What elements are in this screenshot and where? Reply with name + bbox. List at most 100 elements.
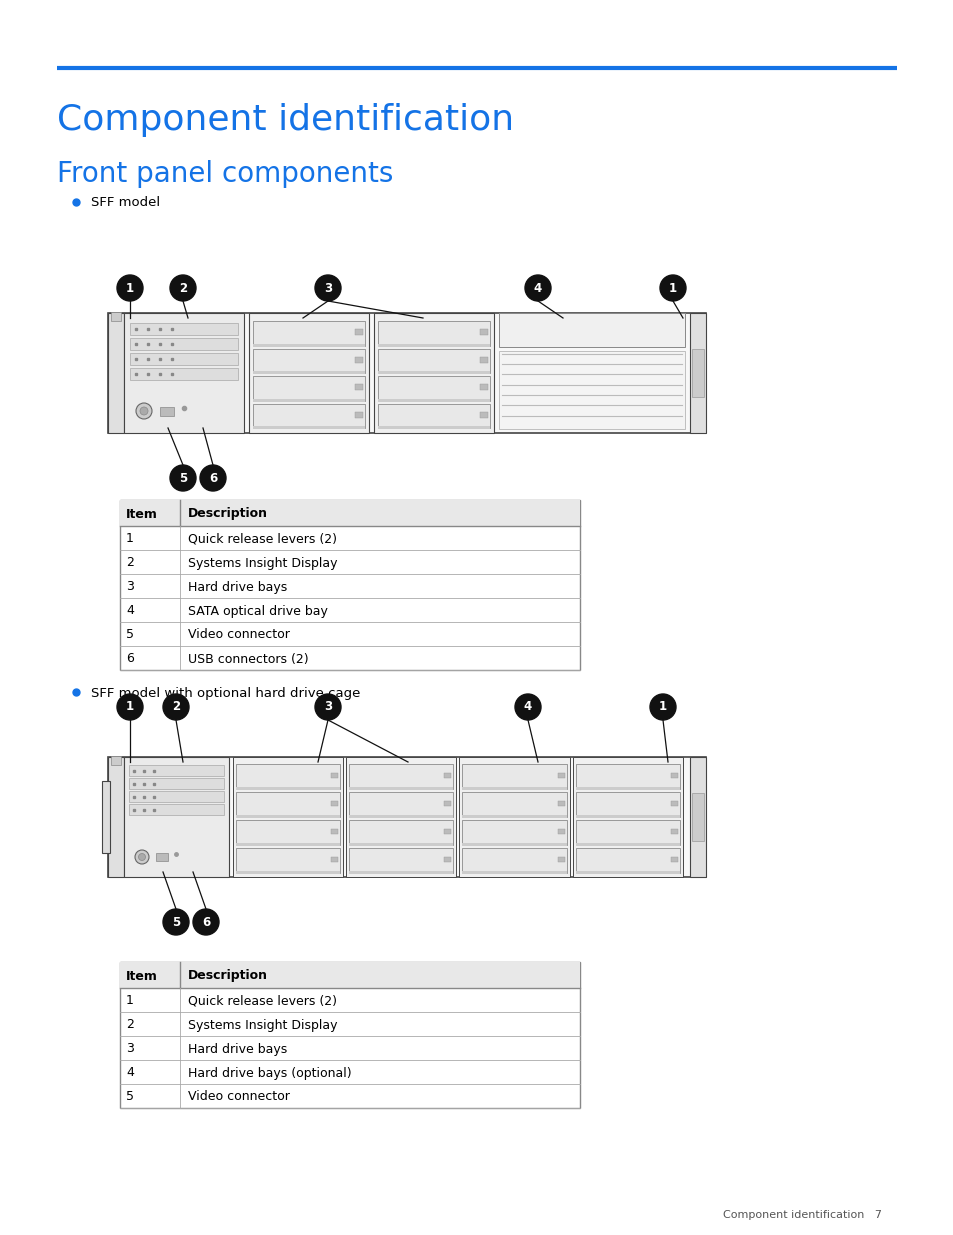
Bar [444, 829, 451, 834]
Bar [444, 800, 451, 805]
Text: Hard drive bays: Hard drive bays [188, 580, 287, 594]
Bar [331, 773, 338, 778]
Text: 3: 3 [324, 282, 332, 294]
Bar [235, 792, 340, 818]
Bar [130, 338, 237, 350]
Bar [355, 411, 363, 417]
Bar [576, 871, 679, 874]
Bar [253, 370, 365, 374]
Bar [349, 844, 453, 846]
Text: 5: 5 [178, 472, 187, 484]
Bar [253, 404, 365, 429]
Bar [462, 871, 566, 874]
Bar [355, 357, 363, 363]
Text: 6: 6 [209, 472, 217, 484]
Circle shape [314, 694, 340, 720]
Bar [444, 857, 451, 862]
Bar [572, 757, 682, 877]
Bar [235, 844, 340, 846]
Bar [235, 815, 340, 818]
Bar [479, 330, 488, 335]
Bar [576, 844, 679, 846]
Bar [670, 800, 678, 805]
Bar [253, 321, 365, 346]
Bar [235, 820, 340, 845]
Bar [689, 312, 705, 433]
Text: 5: 5 [172, 915, 180, 929]
Bar [235, 848, 340, 873]
Text: 2: 2 [126, 1019, 133, 1031]
Circle shape [515, 694, 540, 720]
Bar [349, 871, 453, 874]
Text: 4: 4 [534, 282, 541, 294]
Bar [670, 857, 678, 862]
Bar [377, 370, 490, 374]
Bar [120, 500, 579, 671]
Bar [253, 348, 365, 373]
Text: 2: 2 [172, 700, 180, 714]
Bar [462, 764, 566, 789]
Circle shape [170, 275, 195, 301]
Text: USB connectors (2): USB connectors (2) [188, 652, 309, 666]
Bar [349, 792, 453, 818]
Bar [377, 321, 490, 346]
Bar [377, 399, 490, 401]
Circle shape [659, 275, 685, 301]
Text: 4: 4 [523, 700, 532, 714]
Bar [444, 773, 451, 778]
Text: Item: Item [126, 508, 157, 520]
Circle shape [193, 909, 219, 935]
Text: SFF model with optional hard drive cage: SFF model with optional hard drive cage [91, 687, 360, 699]
Bar [102, 781, 110, 853]
Bar [130, 324, 237, 335]
Bar [124, 312, 244, 433]
Bar [249, 312, 369, 433]
Bar [576, 815, 679, 818]
Bar [253, 399, 365, 401]
Bar [558, 829, 564, 834]
Text: 3: 3 [126, 1042, 133, 1056]
Bar [479, 411, 488, 417]
Text: 6: 6 [202, 915, 210, 929]
Text: 1: 1 [668, 282, 677, 294]
Text: 1: 1 [126, 994, 133, 1008]
Bar [129, 764, 224, 776]
Text: 1: 1 [126, 282, 134, 294]
Bar [377, 375, 490, 400]
Bar [129, 804, 224, 815]
Bar [346, 757, 456, 877]
Circle shape [117, 694, 143, 720]
Bar [233, 757, 343, 877]
Bar [462, 820, 566, 845]
Bar [691, 793, 703, 841]
Text: Quick release levers (2): Quick release levers (2) [188, 532, 336, 546]
Bar [124, 757, 229, 877]
Text: Systems Insight Display: Systems Insight Display [188, 557, 337, 569]
Text: 1: 1 [126, 532, 133, 546]
Text: 4: 4 [126, 604, 133, 618]
Bar [331, 857, 338, 862]
Text: 1: 1 [659, 700, 666, 714]
Circle shape [135, 850, 149, 864]
Bar [108, 312, 124, 433]
Bar [253, 426, 365, 429]
Bar [576, 848, 679, 873]
Bar [120, 500, 579, 526]
Bar [576, 792, 679, 818]
Text: 2: 2 [126, 557, 133, 569]
Text: 5: 5 [126, 1091, 133, 1104]
Circle shape [140, 408, 148, 415]
Text: Hard drive bays (optional): Hard drive bays (optional) [188, 1067, 352, 1079]
Bar [479, 357, 488, 363]
Bar [120, 962, 579, 988]
Text: 4: 4 [126, 1067, 133, 1079]
Circle shape [117, 275, 143, 301]
Bar [111, 312, 121, 321]
Text: Front panel components: Front panel components [57, 161, 393, 188]
Circle shape [136, 403, 152, 419]
Text: Hard drive bays: Hard drive bays [188, 1042, 287, 1056]
Bar [558, 773, 564, 778]
Bar [462, 792, 566, 818]
Text: 3: 3 [126, 580, 133, 594]
Bar [235, 764, 340, 789]
